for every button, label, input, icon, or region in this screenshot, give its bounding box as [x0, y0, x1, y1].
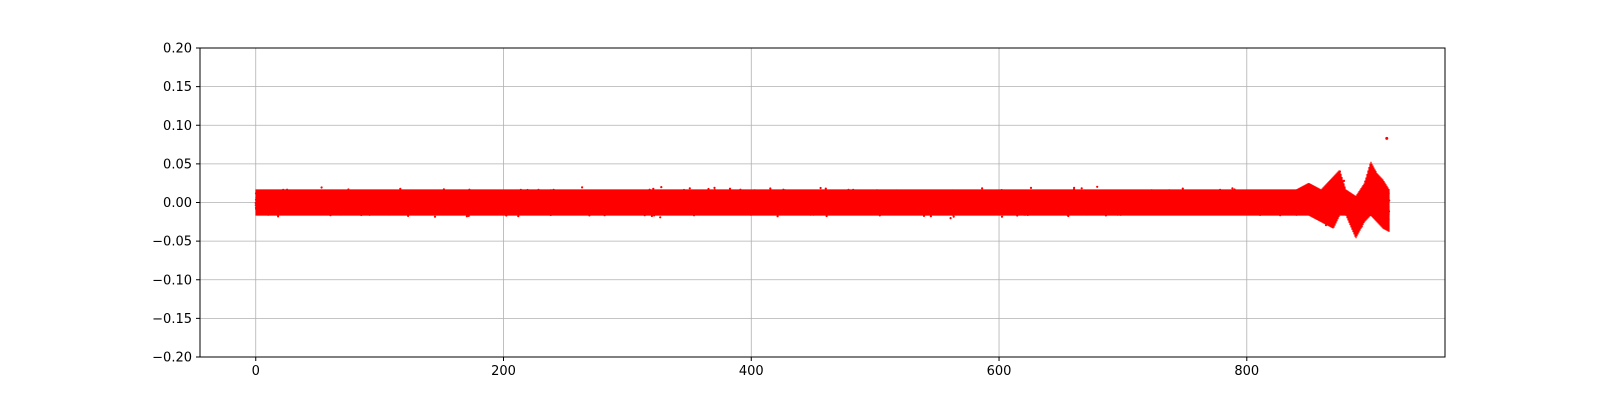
data-point	[929, 215, 933, 218]
data-point	[581, 186, 584, 189]
data-point	[824, 187, 827, 190]
data-point	[433, 215, 437, 218]
data-point	[652, 187, 655, 190]
data-point	[819, 186, 822, 190]
data-point	[1073, 186, 1076, 189]
data-point	[713, 186, 716, 189]
data-point	[981, 187, 984, 190]
data-points	[254, 136, 1391, 239]
data-point	[320, 186, 323, 189]
data-point	[1029, 186, 1033, 189]
data-point	[1096, 185, 1099, 188]
data-point	[1080, 187, 1083, 190]
data-point	[660, 186, 663, 189]
data-point	[1181, 187, 1184, 190]
